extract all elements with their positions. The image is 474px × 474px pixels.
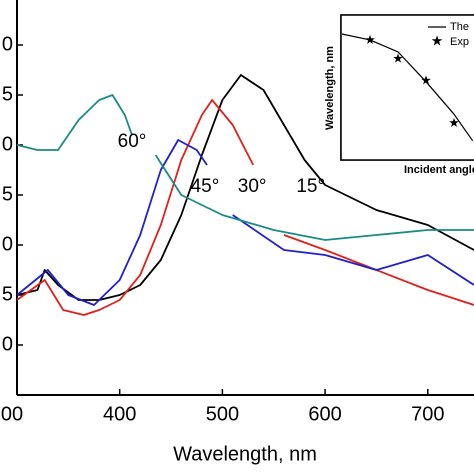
star-marker <box>393 53 403 63</box>
x-tick-label: 400 <box>103 403 136 425</box>
x-tick-label: 700 <box>411 403 444 425</box>
series-line <box>16 139 474 306</box>
x-tick-label: 600 <box>308 403 341 425</box>
x-axis-label: Wavelength, nm <box>173 443 317 465</box>
curve-label: 45° <box>191 176 220 197</box>
y-tick-label: 5 <box>2 283 13 305</box>
series-line <box>16 94 474 241</box>
curve-label: 15° <box>296 176 325 197</box>
y-tick-label: 0 <box>2 233 13 255</box>
x-tick-label: 500 <box>206 403 239 425</box>
legend-label: Exp <box>450 36 469 48</box>
curve-label: 60° <box>118 131 147 152</box>
y-tick-label: 5 <box>2 83 13 105</box>
star-marker <box>421 75 431 85</box>
curve-label: 30° <box>238 176 267 197</box>
inset-x-label: Incident angle <box>404 164 474 176</box>
star-marker <box>449 117 459 127</box>
legend-symbol: ★ <box>431 33 444 49</box>
y-tick-label: 0 <box>2 33 13 55</box>
y-tick-label: 5 <box>2 183 13 205</box>
legend-label: The <box>450 21 469 33</box>
y-tick-label: 0 <box>2 133 13 155</box>
inset-background <box>340 14 474 161</box>
inset-y-label: Wavelength, nm <box>324 46 336 130</box>
y-tick-label: 0 <box>2 333 13 355</box>
star-marker <box>365 34 375 44</box>
x-tick-label: 00 <box>1 403 23 425</box>
series-line <box>341 33 474 142</box>
